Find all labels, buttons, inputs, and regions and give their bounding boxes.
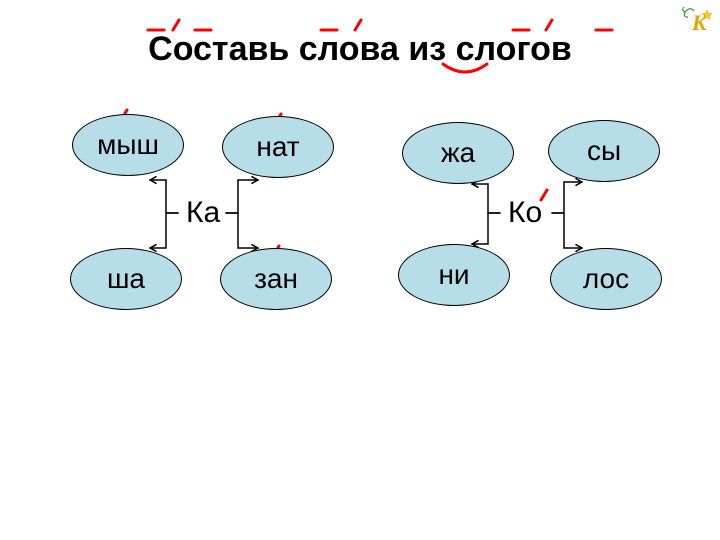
connector-line bbox=[552, 213, 582, 248]
syllable-label: ша bbox=[107, 265, 145, 293]
title-underline-arc bbox=[443, 64, 487, 72]
connector-line bbox=[226, 180, 258, 213]
syllable-label: лос bbox=[583, 265, 629, 293]
syllable-label: ни bbox=[438, 261, 469, 289]
syllable-bubble-nat: нат bbox=[222, 116, 334, 178]
syllable-bubble-ni: ни bbox=[398, 244, 510, 306]
syllable-label: жа bbox=[441, 139, 475, 167]
center-syllable-ko: Ко bbox=[508, 196, 542, 230]
syllable-bubble-zan: зан bbox=[220, 248, 332, 310]
syllable-label: сы bbox=[587, 137, 621, 165]
syllable-bubble-zha: жа bbox=[402, 122, 514, 184]
syllable-bubble-los: лос bbox=[550, 248, 662, 310]
syllable-bubble-sy: сы bbox=[548, 120, 660, 182]
connector-line bbox=[150, 180, 178, 213]
syllable-label: мыш bbox=[97, 131, 159, 159]
connector-line bbox=[226, 213, 258, 248]
connector-line bbox=[150, 213, 178, 248]
syllable-bubble-mysh: мыш bbox=[72, 114, 184, 176]
syllable-label: нат bbox=[256, 133, 299, 161]
connector-line bbox=[472, 184, 500, 213]
connector-line bbox=[472, 213, 500, 244]
connector-line bbox=[552, 182, 582, 213]
center-syllable-ka: Ка bbox=[186, 196, 220, 230]
syllable-label: зан bbox=[254, 265, 298, 293]
syllable-bubble-sha: ша bbox=[70, 248, 182, 310]
